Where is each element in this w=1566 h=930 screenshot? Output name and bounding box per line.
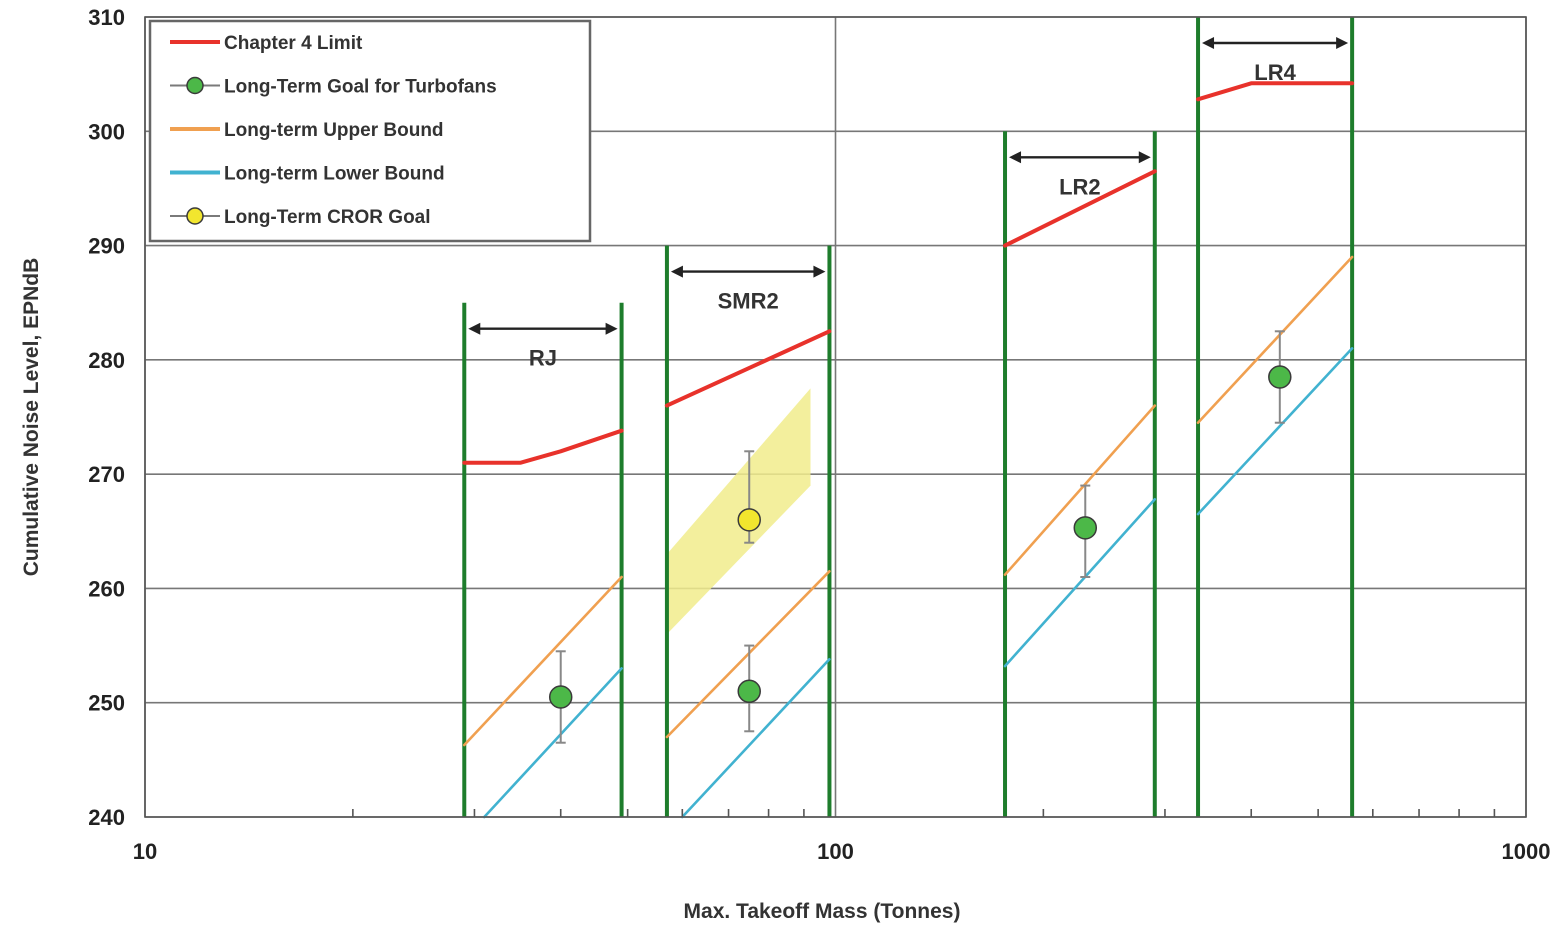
y-tick-label: 300 <box>88 119 125 144</box>
class-boundaries <box>462 17 1355 817</box>
turbofan_goal-marker <box>1268 365 1292 389</box>
legend-label: Long-Term CROR Goal <box>224 207 431 228</box>
upper-line <box>1196 255 1354 425</box>
legend-box <box>148 19 592 243</box>
chapter4-line <box>664 329 832 408</box>
upper-line <box>665 569 831 739</box>
class-ranges: RJ SMR2 LR2 LR4 <box>468 37 1349 371</box>
turbofan_goal-marker <box>548 685 573 709</box>
class-label: LR2 <box>1059 174 1101 199</box>
x-tick-label: 10 <box>133 839 157 864</box>
arrow-right-icon <box>605 322 618 335</box>
legend-label: Long-Term Goal for Turbofans <box>224 77 497 98</box>
arrow-left-icon <box>1202 37 1215 49</box>
y-tick-label: 240 <box>88 805 125 830</box>
class-label: SMR2 <box>718 289 779 314</box>
class-label: RJ <box>529 346 557 371</box>
axes: 240 250 260 270 280 290 300 310 10 100 1000 <box>88 5 1550 864</box>
turbofan_goal-legend-marker <box>186 76 204 95</box>
arrow-left-icon <box>1009 151 1022 164</box>
cror_goal-legend-marker <box>186 207 204 225</box>
chapter4-line <box>1196 81 1355 102</box>
x-axis-title: Max. Takeoff Mass (Tonnes) <box>684 900 961 923</box>
plot-frame <box>144 16 1527 818</box>
arrow-right-icon <box>1138 151 1151 164</box>
x-tick-label: 1000 <box>1502 839 1551 864</box>
y-axis-title: Cumulative Noise Level, EPNdB <box>20 258 43 577</box>
legend-label: Long-term Lower Bound <box>224 164 445 185</box>
chapter4-line <box>462 428 624 465</box>
class-label: LR4 <box>1254 60 1296 85</box>
chapter4-line <box>1003 169 1157 248</box>
legend-label: Chapter 4 Limit <box>224 33 363 54</box>
arrow-left-icon <box>468 322 481 335</box>
y-tick-label: 290 <box>88 234 125 259</box>
turbofan_goal-marker <box>1073 516 1098 540</box>
cror_goal-marker <box>737 508 761 532</box>
y-tick-label: 250 <box>88 691 125 716</box>
arrow-right-icon <box>813 265 826 278</box>
cror-goal-band <box>666 388 811 635</box>
legend-label: Long-term Upper Bound <box>224 120 444 141</box>
lower-line <box>1003 497 1157 668</box>
series-lines <box>462 81 1355 819</box>
goal-markers <box>548 330 1292 744</box>
y-tick-label: 270 <box>88 462 125 487</box>
arrow-right-icon <box>1336 37 1349 49</box>
x-tick-label: 100 <box>817 839 854 864</box>
arrow-left-icon <box>670 265 683 278</box>
y-tick-label: 310 <box>88 5 125 30</box>
y-tick-label: 260 <box>88 576 125 601</box>
upper-line <box>1003 404 1157 577</box>
turbofan_goal-marker <box>737 679 761 704</box>
legend: Chapter 4 Limit Long-Term Goal for Turbof… <box>148 19 592 243</box>
lower-line <box>680 657 831 819</box>
upper-line <box>462 575 623 747</box>
lower-line <box>482 667 623 819</box>
lower-line <box>1196 347 1354 516</box>
cror-band <box>666 388 811 635</box>
y-tick-label: 280 <box>88 348 125 373</box>
